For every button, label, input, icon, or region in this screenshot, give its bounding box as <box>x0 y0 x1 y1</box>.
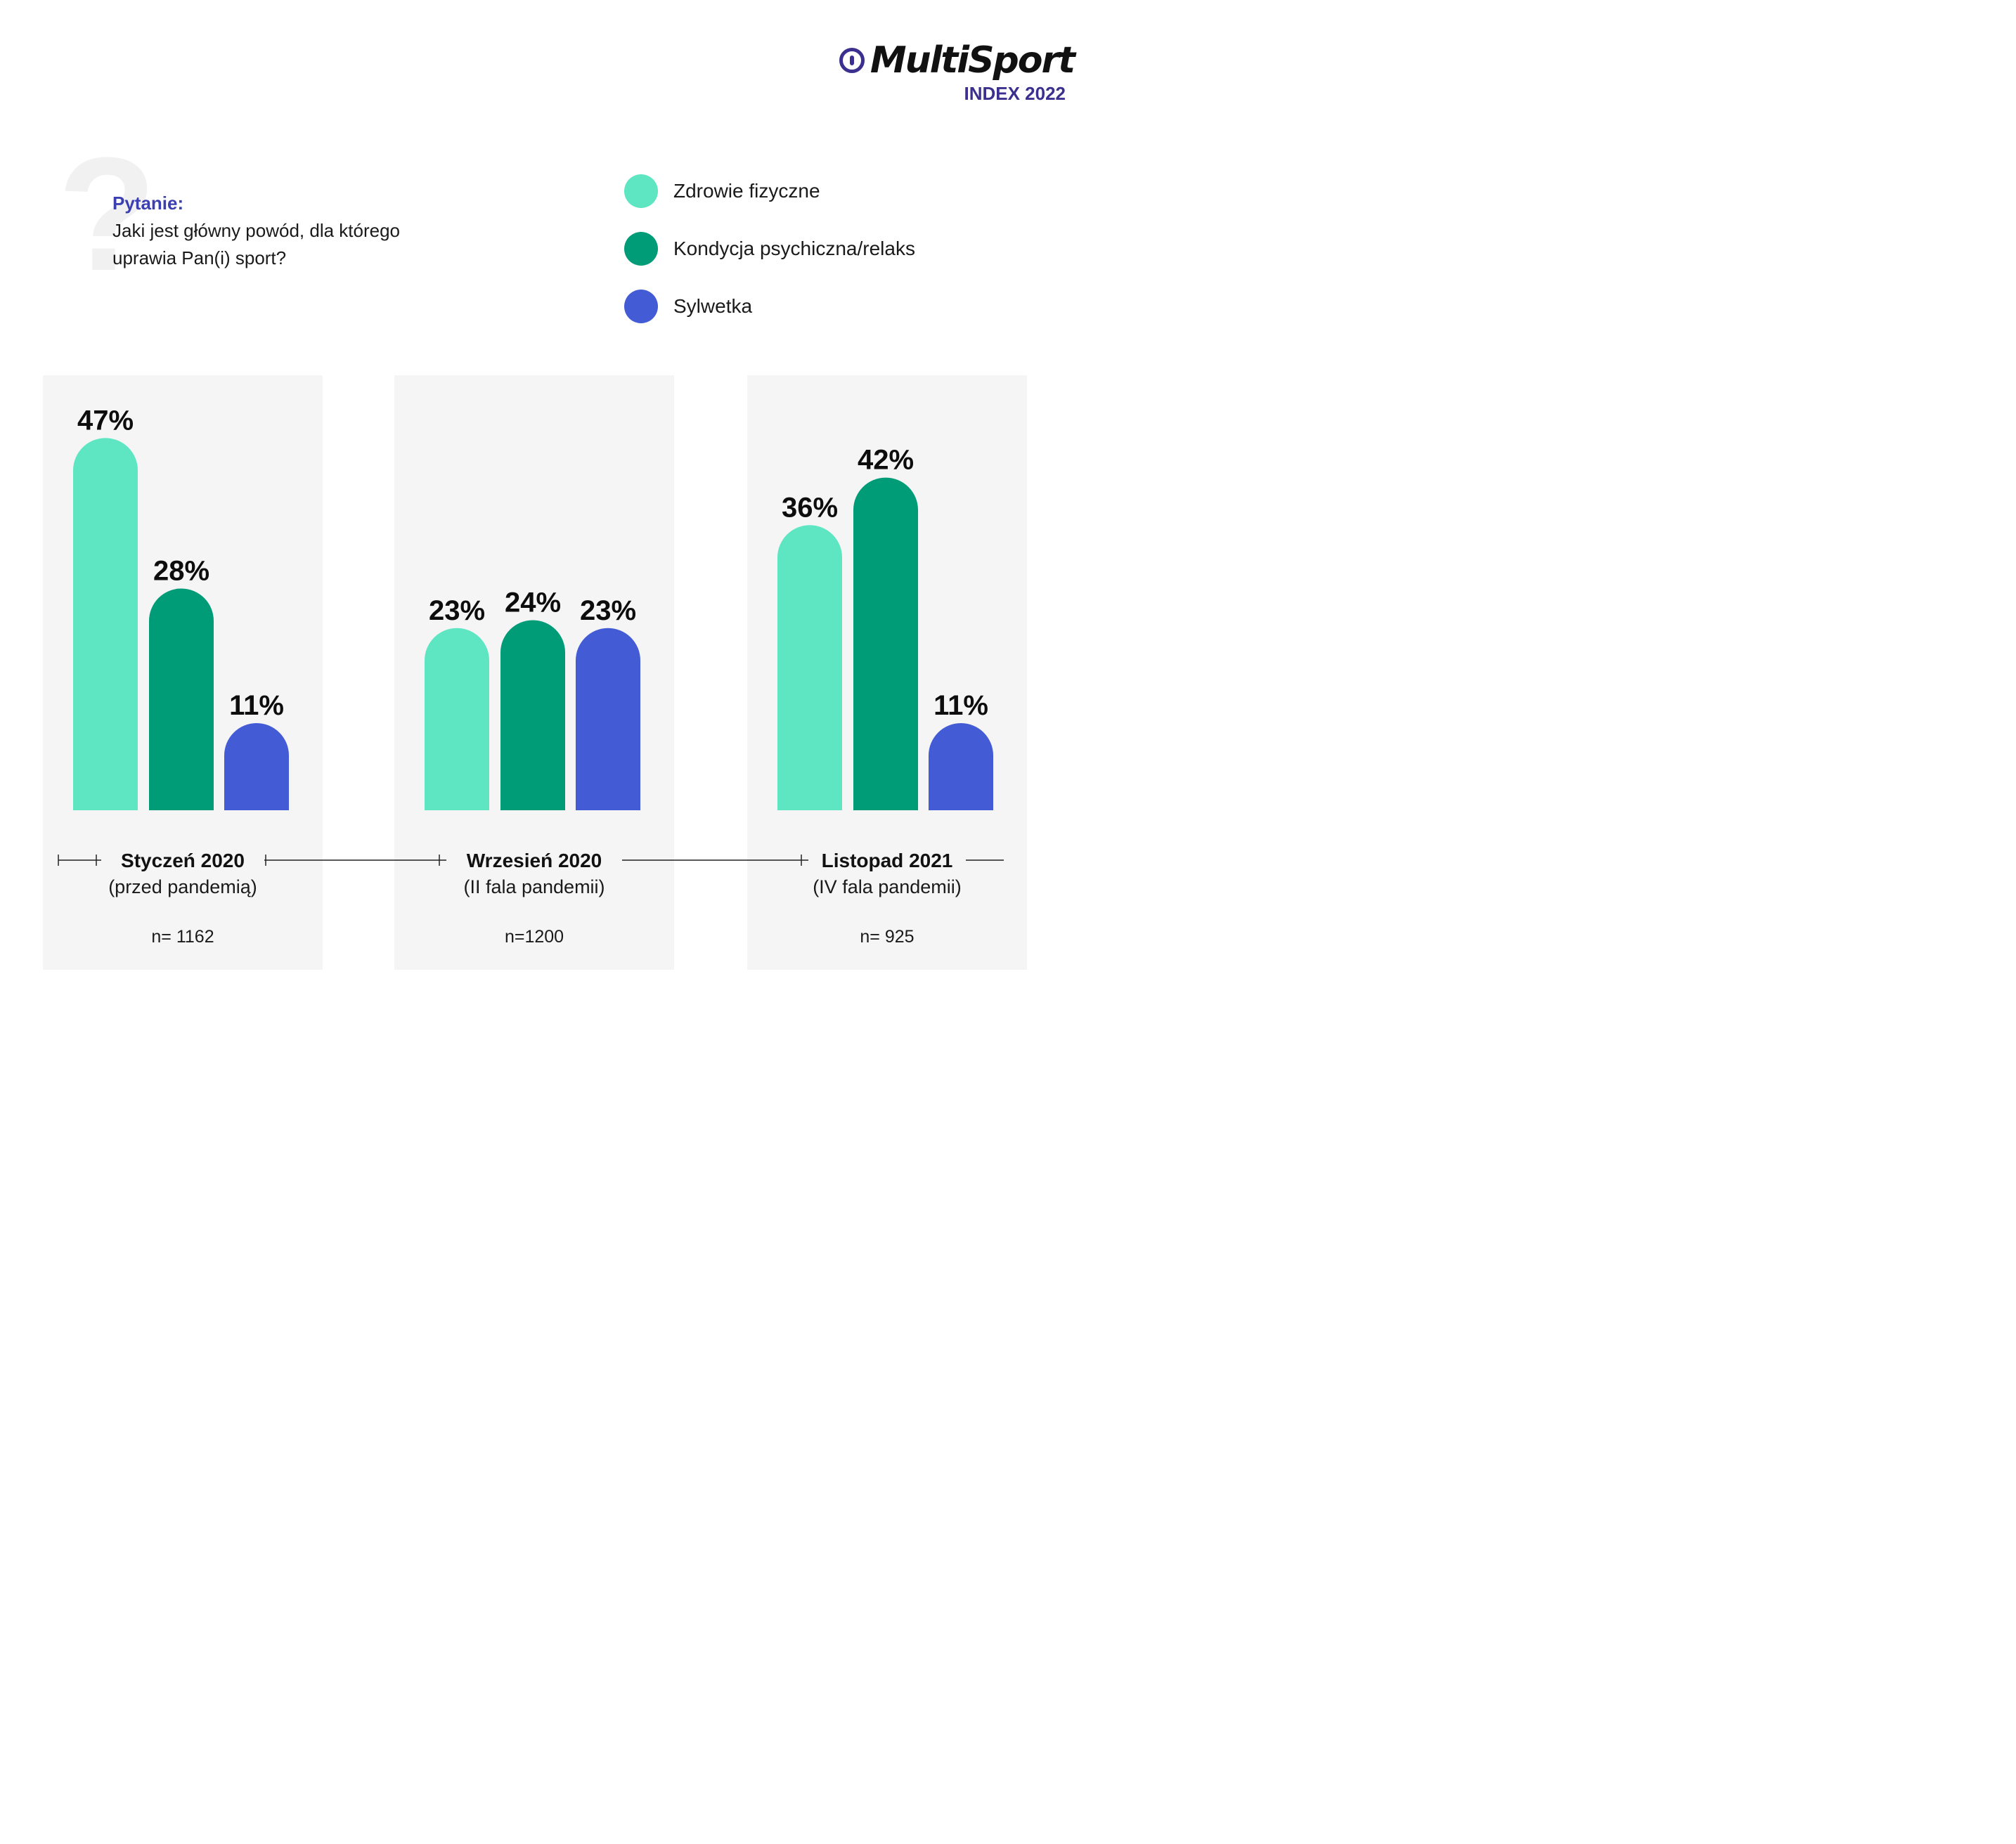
data-label: 23% <box>580 595 636 626</box>
category-note: (IV fala pandemii) <box>813 876 962 897</box>
legend-item-sylwetka: Sylwetka <box>624 290 915 323</box>
legend-swatch <box>624 174 658 208</box>
brand-name: MultiSport <box>870 39 1075 82</box>
bar <box>149 588 214 810</box>
question-mark-icon: ? <box>58 124 157 304</box>
question-label: Pytanie: <box>112 193 184 214</box>
data-label: 11% <box>229 690 284 721</box>
brand-subtitle: INDEX 2022 <box>964 83 1066 104</box>
data-label: 28% <box>153 555 209 586</box>
category-label-background <box>101 846 264 874</box>
category-label: Wrzesień 2020 <box>467 850 602 871</box>
data-label: 24% <box>505 587 561 618</box>
sample-size-label: n= 925 <box>860 927 914 947</box>
infographic: MultiSport INDEX 2022 ? Pytanie: Jaki je… <box>0 0 1095 1001</box>
bar <box>73 438 138 810</box>
multisport-logo-icon <box>839 48 865 73</box>
question-text-line-2: uprawia Pan(i) sport? <box>112 247 287 268</box>
sample-size-label: n=1200 <box>505 927 564 947</box>
bar <box>425 628 489 810</box>
brand-wordmark: MultiSport <box>839 39 1075 82</box>
legend-label: Kondycja psychiczna/relaks <box>673 238 915 259</box>
category-note: (przed pandemią) <box>108 876 257 897</box>
data-label: 23% <box>429 595 485 626</box>
category-label-background <box>808 846 966 874</box>
bar-chart: Styczeń 2020 (przed pandemią) n= 1162 Wrzes… <box>43 375 1027 970</box>
category-label-background <box>446 846 622 874</box>
bar <box>500 620 566 810</box>
legend-label: Sylwetka <box>673 295 753 317</box>
sample-size-label: n= 1162 <box>151 927 214 947</box>
data-label: 11% <box>933 690 988 721</box>
bar <box>929 723 993 810</box>
category-note: (II fala pandemii) <box>463 876 605 897</box>
category-label: Styczeń 2020 <box>121 850 245 871</box>
question-text-line-1: Jaki jest główny powód, dla którego <box>112 220 401 241</box>
question-block: Pytanie: Jaki jest główny powód, dla któ… <box>112 190 400 272</box>
data-label: 36% <box>782 492 838 523</box>
legend-swatch <box>624 232 658 266</box>
legend-item-zdrowie: Zdrowie fizyczne <box>624 174 915 208</box>
category-label: Listopad 2021 <box>822 850 953 871</box>
legend-swatch <box>624 290 658 323</box>
legend-item-kondycja: Kondycja psychiczna/relaks <box>624 232 915 266</box>
bar <box>224 723 289 810</box>
data-label: 42% <box>858 445 914 476</box>
data-label: 47% <box>77 405 134 436</box>
bar <box>576 628 640 810</box>
bar <box>853 477 918 810</box>
legend: Zdrowie fizyczne Kondycja psychiczna/rel… <box>624 174 915 347</box>
legend-label: Zdrowie fizyczne <box>673 180 820 202</box>
brand-logo: MultiSport INDEX 2022 <box>839 39 1075 105</box>
bar <box>777 525 842 810</box>
